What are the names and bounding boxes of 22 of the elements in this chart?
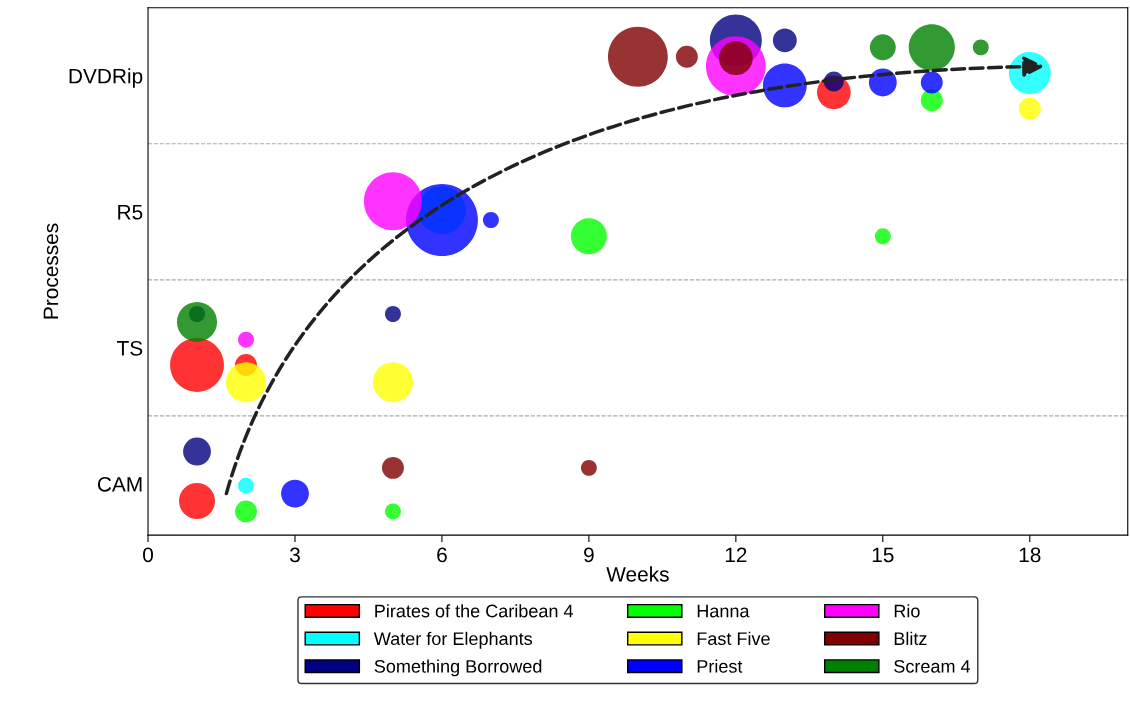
legend-label: Scream 4 — [894, 659, 971, 673]
legend-label: Fast Five — [697, 631, 770, 646]
legend-label: Priest — [697, 659, 743, 673]
legend-label: Blitz — [894, 631, 927, 646]
legend-label: Something Borrowed — [374, 659, 542, 677]
y-axis-title: Processes — [43, 223, 59, 319]
x-axis-title: Weeks — [606, 566, 669, 582]
legend-label: Rio — [894, 604, 920, 618]
x-tick-label: 0 — [143, 547, 154, 563]
x-tick-label: 6 — [437, 547, 447, 563]
x-tick-label: 15 — [872, 547, 894, 563]
x-tick-label: 9 — [584, 547, 594, 563]
legend-label: Water for Elephants — [373, 631, 533, 649]
category-label: CAM — [97, 476, 142, 492]
legend-label: Pirates of the Caribean 4 — [375, 604, 574, 618]
legend-label: Hanna — [697, 604, 750, 618]
x-tick-label: 12 — [725, 547, 747, 563]
category-label: DVDRip — [69, 68, 143, 88]
x-tick-label: 3 — [289, 547, 300, 563]
x-tick-label: 18 — [1019, 547, 1041, 563]
category-label: R5 — [118, 205, 143, 220]
category-label: TS — [117, 340, 143, 356]
